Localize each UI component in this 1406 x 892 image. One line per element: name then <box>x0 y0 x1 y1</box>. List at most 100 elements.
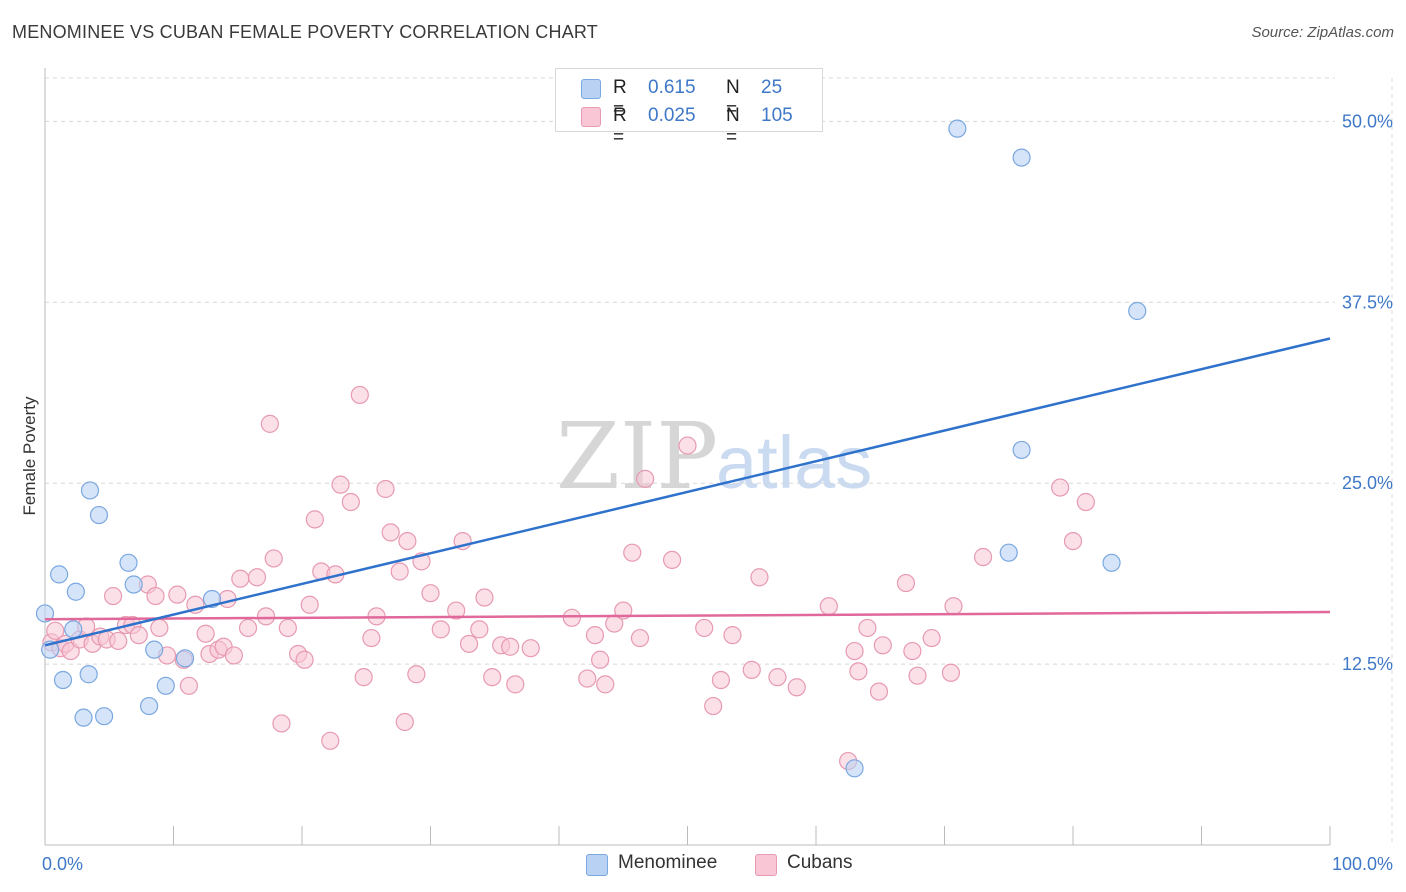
series-cubans <box>42 385 1095 771</box>
cubans-point <box>362 628 381 648</box>
chart-title: MENOMINEE VS CUBAN FEMALE POVERTY CORREL… <box>12 22 598 42</box>
menominee-point <box>948 119 967 138</box>
menominee-point <box>53 670 73 690</box>
cubans-point <box>704 696 723 716</box>
bottom-legend-swatch-menominee <box>586 854 608 876</box>
cubans-point <box>256 607 276 626</box>
cubans-point <box>331 475 350 494</box>
cubans-point <box>395 712 414 732</box>
cubans-point <box>247 568 267 587</box>
cubans-point <box>459 634 479 653</box>
cubans-point <box>591 650 610 669</box>
legend-n-label: N = <box>726 105 740 148</box>
menominee-point <box>89 505 109 525</box>
cubans-point <box>521 639 540 658</box>
legend-n-value: 25 <box>761 77 783 98</box>
x-tick-label: 100.0% <box>1332 854 1393 874</box>
legend-r-label: R = <box>613 77 627 120</box>
cubans-point <box>260 414 279 433</box>
cubans-point <box>562 608 581 627</box>
cubans-point <box>295 650 314 669</box>
cubans-point <box>596 675 615 694</box>
menominee-point <box>1128 301 1147 321</box>
cubans-point <box>407 665 426 684</box>
menominee-trend-line <box>44 337 1331 647</box>
cubans-point <box>305 510 324 529</box>
cubans-point <box>711 670 731 690</box>
cubans-point <box>845 641 864 661</box>
cubans-point <box>264 549 283 568</box>
cubans-point <box>231 569 250 588</box>
y-axis-title: Female Poverty <box>20 396 39 516</box>
cubans-point <box>421 584 440 603</box>
cubans-point <box>578 669 597 688</box>
cubans-point <box>483 668 502 687</box>
cubans-point <box>470 620 489 639</box>
menominee-point <box>139 696 159 716</box>
menominee-point <box>50 565 69 584</box>
legend-n-label: N = <box>726 77 740 120</box>
cubans-point <box>146 586 165 606</box>
menominee-point <box>156 676 175 695</box>
cubans-point <box>272 714 291 733</box>
menominee-point <box>124 575 143 594</box>
cubans-point <box>623 543 642 562</box>
menominee-point <box>145 640 164 659</box>
legend-r-value: 0.025 <box>648 105 696 126</box>
cubans-point <box>1051 478 1070 497</box>
menominee-point <box>1012 440 1031 460</box>
menominee-point <box>80 481 100 500</box>
cubans-point <box>1063 531 1083 551</box>
legend-swatch-cubans <box>581 107 601 127</box>
cubans-point <box>819 597 838 616</box>
cubans-point <box>858 618 877 638</box>
cubans-point <box>475 588 494 607</box>
menominee-point <box>999 543 1018 562</box>
menominee-point <box>845 759 864 778</box>
cubans-point <box>585 626 605 645</box>
y-tick-label: 37.5% <box>1342 292 1393 312</box>
cubans-point <box>238 618 258 638</box>
menominee-point <box>119 553 138 572</box>
y-tick-labels: 12.5% 25.0% 37.5% 50.0% <box>1342 111 1393 674</box>
legend-r-label: R = <box>613 105 627 148</box>
menominee-point <box>64 620 83 639</box>
menominee-point <box>79 665 98 684</box>
cubans-point <box>381 523 400 542</box>
cubans-point <box>768 668 787 687</box>
cubans-point <box>723 626 742 645</box>
cubans-point <box>46 621 65 640</box>
cubans-point <box>501 637 520 656</box>
trend-lines <box>44 337 1331 647</box>
cubans-trend-line <box>44 610 1331 621</box>
legend-n-value: 105 <box>761 105 793 126</box>
cubans-point <box>398 531 417 551</box>
cubans-point <box>750 568 769 587</box>
cubans-point <box>635 469 655 488</box>
bottom-legend-swatch-cubans <box>755 854 777 876</box>
cubans-point <box>1076 492 1095 512</box>
cubans-point <box>973 547 993 567</box>
watermark: ZIP atlas <box>556 403 872 510</box>
x-tick-label: 0.0% <box>42 854 83 874</box>
cubans-point <box>278 618 297 638</box>
legend-r-value: 0.615 <box>648 77 696 98</box>
cubans-point <box>849 662 868 681</box>
correlation-legend: R = 0.615 N = 25 R = 0.025 N = 105 <box>555 68 823 148</box>
cubans-point <box>168 585 187 604</box>
cubans-point <box>896 573 916 593</box>
menominee-point <box>1012 148 1031 167</box>
source-label: Source: ZipAtlas.com <box>1251 24 1394 41</box>
cubans-point <box>354 668 373 687</box>
series-menominee <box>35 119 1147 778</box>
menominee-point <box>66 582 85 601</box>
cubans-point <box>196 624 215 643</box>
watermark-atlas: atlas <box>716 421 872 504</box>
menominee-point <box>1102 553 1121 572</box>
cubans-point <box>300 595 319 614</box>
cubans-point <box>941 663 961 682</box>
menominee-point <box>35 604 55 623</box>
axes <box>44 68 1331 846</box>
cubans-point <box>506 675 525 694</box>
